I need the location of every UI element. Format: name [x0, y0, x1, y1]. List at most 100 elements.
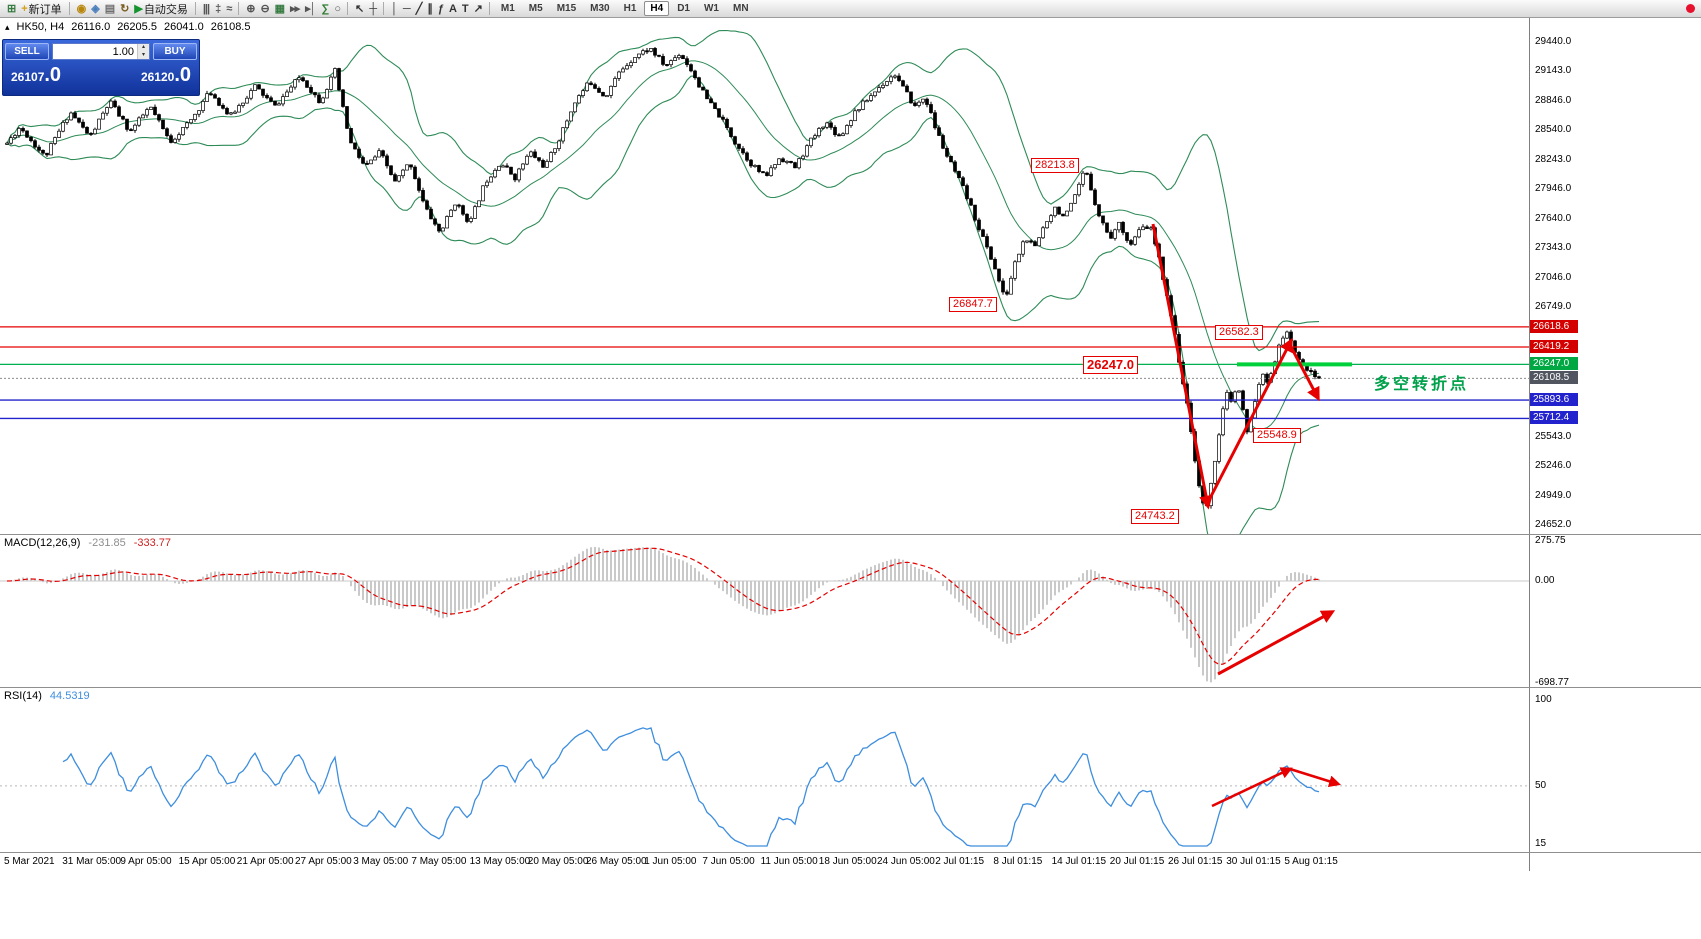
indicators-icon[interactable]: ∑	[319, 1, 332, 17]
chart-shift-icon[interactable]: ▸│	[302, 1, 318, 17]
volume-up-icon[interactable]: ▴	[138, 44, 149, 52]
new-order-button-label: 新订单	[28, 3, 62, 16]
macd-scale-tick: -698.77	[1535, 677, 1569, 688]
time-axis-label: 3 May 05:00	[353, 856, 409, 867]
line-chart-icon[interactable]: ≈	[223, 1, 234, 17]
buy-button[interactable]: BUY	[153, 43, 197, 60]
price-axis-tick: 27343.0	[1535, 242, 1572, 253]
timeframe-m15[interactable]: M15	[556, 3, 577, 14]
crosshair-icon[interactable]: ┼	[366, 1, 379, 17]
time-axis-label: 24 Jun 05:00	[877, 856, 935, 867]
timeframe-mn[interactable]: MN	[732, 3, 749, 14]
rsi-panel[interactable]: RSI(14) 44.5319	[0, 688, 1529, 852]
zoom-out-icon[interactable]: ⊖	[257, 1, 271, 17]
bar-chart-icon[interactable]: |||	[200, 1, 212, 17]
new-chart-button[interactable]: ⊞	[4, 1, 18, 17]
panel-separator[interactable]	[0, 687, 1701, 688]
time-axis: 5 Mar 2021 31 Mar 05:00 9 Apr 05:00 15 Apr …	[0, 853, 1529, 871]
zoom-in-icon-glyph: ⊕	[246, 2, 255, 15]
cursor-icon-glyph: ↖	[355, 2, 364, 15]
rsi-header: RSI(14) 44.5319	[4, 690, 90, 702]
tile-windows-icon[interactable]: ▦	[272, 1, 287, 17]
timeframe-h1[interactable]: H1	[623, 3, 637, 14]
vertical-line-icon[interactable]: │	[388, 1, 400, 17]
toolbar-separator	[488, 2, 490, 15]
rsi-scale-tick: 100	[1535, 694, 1552, 705]
high-value: 26205.5	[117, 21, 157, 33]
terminal-icon[interactable]: ▤	[102, 1, 117, 17]
price-axis-tick: 28846.0	[1535, 95, 1572, 106]
zoom-in-icon[interactable]: ⊕	[243, 1, 257, 17]
volume-input[interactable]	[53, 44, 137, 59]
cursor-icon[interactable]: ↖	[352, 1, 366, 17]
crosshair-icon-glyph: ┼	[369, 2, 377, 15]
trendline-icon[interactable]: ╱	[413, 1, 425, 17]
candlestick-chart-icon[interactable]: ‡	[212, 1, 223, 17]
timeframe-w1[interactable]: W1	[703, 3, 719, 14]
open-value: 26116.0	[71, 21, 111, 33]
timeframe-m1[interactable]: M1	[500, 3, 515, 14]
bar-chart-icon-glyph: |||	[202, 2, 210, 15]
price-axis-tick: 27046.0	[1535, 272, 1572, 283]
buy-price-frac: .0	[174, 64, 191, 86]
price-callout-25548.9: 25548.9	[1253, 428, 1301, 443]
timeframe-d1[interactable]: D1	[677, 3, 690, 14]
toolbar-separator	[347, 2, 349, 15]
autotrading-button[interactable]: ▶ 自动交易	[131, 1, 190, 17]
volume-down-icon[interactable]: ▾	[138, 51, 149, 59]
sell-price: 26107.0	[11, 64, 61, 87]
market-watch-icon-glyph: ◉	[76, 2, 87, 15]
period-icon[interactable]: ○	[331, 1, 343, 17]
macd-signal-line	[6, 547, 1319, 665]
fibonacci-icon[interactable]: ƒ	[435, 1, 446, 17]
time-axis-label: 15 Apr 05:00	[178, 856, 236, 867]
autotrading-button-label: 自动交易	[143, 3, 188, 16]
arrows-tool-icon[interactable]: ↗	[471, 1, 485, 17]
strategy-tester-icon[interactable]: ↻	[117, 1, 131, 17]
price-axis-tick: 28243.0	[1535, 154, 1572, 165]
time-axis-label: 18 Jun 05:00	[818, 856, 877, 867]
price-callout-26247.0: 26247.0	[1083, 356, 1138, 374]
panel-separator[interactable]	[0, 534, 1701, 535]
macd-histogram	[10, 546, 1320, 683]
candlestick-chart-icon-glyph: ‡	[215, 2, 221, 15]
toolbar-separator	[383, 2, 385, 15]
channel-icon[interactable]: ∥	[424, 1, 435, 17]
sell-button[interactable]: SELL	[5, 43, 49, 60]
label-icon[interactable]: T	[459, 1, 471, 17]
rsi-title: RSI(14)	[4, 690, 42, 702]
ohlc-header: ▴ HK50, H4 26116.0 26205.5 26041.0 26108…	[5, 21, 250, 33]
price-callout-26582.3: 26582.3	[1215, 325, 1263, 340]
line-chart-icon-glyph: ≈	[226, 2, 232, 15]
trend-arrows	[1151, 223, 1320, 510]
price-callout-24743.2: 24743.2	[1131, 509, 1179, 524]
timeframe-m30[interactable]: M30	[590, 3, 610, 14]
toolbar-icons: ⊞ + 新订单 ◉ ◈ ▤ ↻ ▶ 自动交易 ||| ‡ ≈ ⊕ ⊖ ▦ ▸▸ ▸│ ∑ ○ ↖ ┼ │ ─ ╱ ∥ ƒ A T ↗	[4, 0, 494, 18]
new-order-button[interactable]: + 新订单	[18, 1, 64, 17]
macd-scale-tick: 275.75	[1535, 535, 1566, 546]
toolbar: ⊞ + 新订单 ◉ ◈ ▤ ↻ ▶ 自动交易 ||| ‡ ≈ ⊕ ⊖ ▦ ▸▸ ▸│ ∑ ○ ↖ ┼ │ ─ ╱ ∥ ƒ A T ↗ M…	[0, 0, 1701, 18]
turning-point-note: 多空转折点	[1374, 376, 1470, 393]
auto-scroll-icon[interactable]: ▸▸	[287, 1, 302, 17]
price-axis-tick: 27640.0	[1535, 213, 1572, 224]
navigator-icon[interactable]: ◈	[88, 1, 101, 17]
candlestick-chart[interactable]	[0, 18, 1529, 534]
tile-windows-icon-glyph: ▦	[274, 2, 285, 15]
macd-arrow	[1217, 610, 1336, 676]
macd-panel[interactable]: MACD(12,26,9) -231.85 -333.77	[0, 535, 1529, 687]
period-icon-glyph: ○	[334, 2, 341, 15]
horizontal-line-icon[interactable]: ─	[400, 1, 413, 17]
time-axis-label: 1 Jun 05:00	[644, 856, 697, 867]
text-icon[interactable]: A	[446, 1, 459, 17]
macd-main-value: -231.85	[88, 537, 126, 549]
time-axis-label: 21 Apr 05:00	[236, 856, 294, 867]
price-tag-26247.0: 26247.0	[1530, 357, 1578, 371]
market-watch-icon[interactable]: ◉	[74, 1, 89, 17]
label-icon-glyph: T	[461, 2, 469, 15]
collapse-icon[interactable]: ▴	[5, 21, 10, 32]
timeframe-h4[interactable]: H4	[644, 1, 670, 16]
price-chart-window[interactable]: ▴ HK50, H4 26116.0 26205.5 26041.0 26108…	[0, 18, 1529, 534]
vertical-line-icon-glyph: │	[391, 2, 398, 15]
timeframe-m5[interactable]: M5	[528, 3, 543, 14]
price-axis-tick: 27946.0	[1535, 183, 1572, 194]
